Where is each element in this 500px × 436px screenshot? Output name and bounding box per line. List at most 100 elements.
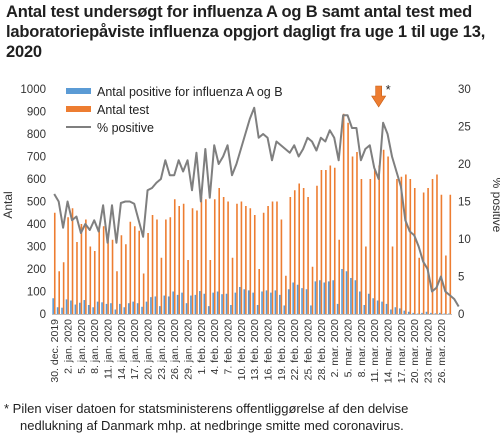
bar-positive bbox=[265, 290, 268, 315]
bar-test bbox=[320, 170, 323, 314]
x-tick-label: 4. feb. 2020 bbox=[209, 319, 221, 375]
bar-positive bbox=[376, 300, 379, 314]
bar-test bbox=[413, 188, 416, 314]
bar-positive bbox=[190, 295, 192, 314]
bar-test bbox=[218, 188, 220, 314]
bar-positive bbox=[203, 293, 206, 314]
bar-positive bbox=[399, 308, 401, 315]
x-tick-label: 28. feb. 2020 bbox=[316, 319, 328, 380]
bar-test bbox=[116, 271, 118, 314]
x-tick-label: 16. feb. 2020 bbox=[263, 319, 275, 380]
bar-positive bbox=[79, 302, 81, 314]
y-tick-label: 100 bbox=[27, 287, 46, 299]
bar-positive bbox=[430, 312, 432, 315]
bar-test bbox=[289, 197, 292, 314]
bar-test bbox=[227, 201, 229, 314]
bar-positive bbox=[110, 303, 112, 314]
bar-test bbox=[205, 199, 207, 314]
y2-tick-label: 15 bbox=[458, 197, 471, 209]
y-tick-label: 800 bbox=[27, 129, 46, 141]
bar-test bbox=[298, 183, 300, 314]
bar-positive bbox=[181, 292, 183, 315]
bar-test bbox=[267, 206, 269, 314]
bar-test bbox=[449, 194, 452, 314]
x-tick-label: 2. jan. 2020 bbox=[63, 319, 75, 374]
bar-positive bbox=[145, 301, 148, 315]
bar-test bbox=[236, 203, 238, 314]
bar-positive bbox=[354, 280, 357, 314]
legend-swatch bbox=[66, 106, 91, 112]
bar-positive bbox=[403, 310, 406, 315]
bar-positive bbox=[394, 307, 397, 314]
bar-positive bbox=[247, 290, 250, 315]
bar-positive bbox=[327, 281, 330, 315]
left-axis: 0 100 200 300 400 500 600 700 800 900 1000 bbox=[20, 84, 46, 321]
bars-antal-positive bbox=[52, 269, 450, 315]
bar-test bbox=[302, 188, 305, 314]
bar-test bbox=[169, 217, 172, 314]
bar-test bbox=[191, 208, 194, 314]
bar-positive bbox=[96, 301, 99, 315]
bar-positive bbox=[372, 298, 374, 314]
legend-label: Antal positive for influenza A og B bbox=[97, 85, 283, 99]
x-tick-label: 14. mar. 2020 bbox=[383, 319, 395, 383]
bar-test bbox=[293, 190, 296, 314]
bar-positive bbox=[292, 282, 294, 314]
x-tick-label: 13. feb. 2020 bbox=[249, 319, 261, 380]
bar-positive bbox=[296, 284, 299, 314]
bar-test bbox=[231, 257, 234, 314]
footnote-line-1: * Pilen viser datoen for statsministeren… bbox=[4, 401, 409, 416]
legend-swatch bbox=[66, 88, 91, 94]
bar-positive bbox=[221, 294, 223, 314]
y-tick-label: 400 bbox=[27, 219, 46, 231]
bar-test bbox=[396, 179, 398, 314]
bar-test bbox=[342, 113, 345, 314]
y-tick-label: 700 bbox=[27, 152, 46, 164]
bar-positive bbox=[136, 303, 139, 314]
legend-label: Antal test bbox=[97, 103, 150, 117]
bar-test bbox=[378, 165, 380, 314]
bar-positive bbox=[287, 289, 290, 314]
bar-test bbox=[422, 192, 425, 314]
bar-test bbox=[369, 179, 372, 314]
y-tick-label: 900 bbox=[27, 107, 46, 119]
bar-test bbox=[58, 271, 60, 314]
bar-test bbox=[316, 185, 318, 314]
bar-test bbox=[333, 167, 336, 314]
bar-positive bbox=[172, 291, 174, 314]
bar-test bbox=[62, 262, 65, 314]
x-tick-label: 2. mar. 2020 bbox=[329, 319, 341, 378]
bar-positive bbox=[167, 296, 170, 314]
bar-test bbox=[365, 246, 367, 314]
bar-test bbox=[76, 242, 78, 314]
y-axis-label: Antal bbox=[1, 191, 15, 218]
bar-test bbox=[85, 219, 87, 314]
bar-positive bbox=[407, 311, 410, 314]
bar-test bbox=[382, 149, 385, 314]
bar-test bbox=[258, 269, 260, 314]
x-tick-label: 17. jan. 2020 bbox=[129, 319, 141, 380]
bar-positive bbox=[230, 305, 232, 314]
y2-tick-label: 20 bbox=[458, 159, 471, 171]
x-tick-label: 30. dec. 2019 bbox=[49, 319, 61, 383]
bar-positive bbox=[132, 301, 134, 315]
bar-test bbox=[200, 197, 203, 314]
bar-test bbox=[245, 206, 247, 314]
bar-test bbox=[178, 206, 180, 314]
bar-test bbox=[271, 201, 274, 314]
bar-positive bbox=[185, 303, 188, 314]
x-tick-label: 1. feb. 2020 bbox=[196, 319, 208, 375]
bar-test bbox=[138, 230, 140, 314]
bar-test bbox=[71, 208, 74, 314]
bar-positive bbox=[434, 313, 437, 314]
bar-test bbox=[67, 217, 69, 314]
bar-positive bbox=[390, 309, 392, 314]
bar-test bbox=[253, 215, 256, 314]
chart-area: 0 100 200 300 400 500 600 700 800 900 1000 0 5 10 15 2… bbox=[1, 82, 500, 383]
bar-test bbox=[373, 170, 376, 314]
y-tick-label: 300 bbox=[27, 242, 46, 254]
bar-positive bbox=[367, 293, 370, 314]
annotation-star: * bbox=[386, 82, 391, 97]
right-axis: 0 5 10 15 20 25 30 bbox=[458, 84, 471, 321]
y-tick-label: 600 bbox=[27, 174, 46, 186]
